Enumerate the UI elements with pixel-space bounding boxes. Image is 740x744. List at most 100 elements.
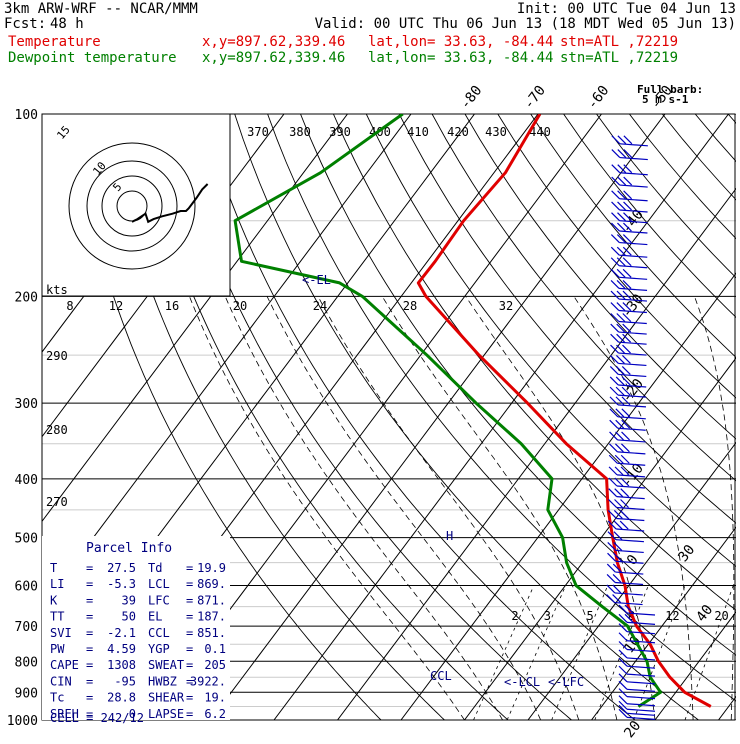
svg-text:=: =	[186, 707, 193, 721]
parcel-value: 1308	[107, 658, 136, 672]
svg-text:=: =	[86, 593, 93, 607]
dry-adiabat	[301, 114, 740, 720]
svg-text:=: =	[86, 561, 93, 575]
theta-label: 370	[247, 125, 269, 139]
svg-text:=: =	[186, 626, 193, 640]
speed-label: 12	[109, 299, 123, 313]
dry-adiabat	[333, 114, 740, 720]
theta-label: 380	[289, 125, 311, 139]
mixing-ratio-label: 12	[665, 609, 679, 623]
pressure-tick-label: 500	[15, 532, 38, 547]
wind-barb	[607, 595, 643, 605]
wind-barb	[610, 409, 646, 419]
speed-label: 20	[233, 299, 247, 313]
isotherm-label: -80	[457, 83, 485, 113]
model-title: 3km ARW-WRF -- NCAR/MMM	[4, 1, 198, 17]
wind-barb	[612, 202, 648, 212]
isotherm-label: -20	[619, 376, 647, 406]
forecast-label: Fcst:	[4, 16, 46, 32]
isotherm-line	[401, 114, 740, 720]
wind-barb	[607, 574, 643, 584]
el-label: <-EL	[302, 273, 331, 287]
parcel-value: 187.	[197, 610, 226, 624]
isotherm-label: 20	[621, 718, 644, 740]
isotherm-label: -30	[619, 291, 647, 321]
mixing-ratio-line	[507, 586, 566, 720]
svg-text:=: =	[86, 691, 93, 705]
svg-text:=: =	[86, 626, 93, 640]
isotherm-label: 30	[675, 542, 698, 565]
parcel-key: SWEAT	[148, 658, 184, 672]
dry-adiabat	[399, 114, 740, 720]
parcel-value: 39	[122, 593, 136, 607]
lfc-label: <-LFC	[548, 675, 584, 689]
parcel-value: 4.59	[107, 642, 136, 656]
parcel-value: 6.2	[204, 707, 226, 721]
wind-barb	[611, 258, 647, 268]
parcel-value: 871.	[197, 593, 226, 607]
pressure-tick-label: 900	[15, 686, 38, 701]
wind-barb	[608, 521, 644, 531]
parcel-key: SHEAR	[148, 691, 185, 705]
valid-time: Valid: 00 UTC Thu 06 Jun 13 (18 MDT Wed …	[315, 16, 736, 32]
moist-adiabat	[267, 296, 541, 720]
wind-barb	[610, 366, 646, 376]
parcel-key: TT	[50, 610, 64, 624]
legend-temperature: Temperature	[8, 34, 101, 50]
svg-text:=: =	[186, 593, 193, 607]
wind-barb	[612, 191, 648, 201]
parcel-key: LAPSE	[148, 707, 184, 721]
svg-text:=: =	[186, 658, 193, 672]
parcel-key: YGP	[148, 642, 170, 656]
parcel-key: LCL	[148, 577, 170, 591]
pressure-tick-label: 600	[15, 580, 38, 595]
wind-barb	[611, 247, 647, 257]
parcel-key: SVI	[50, 626, 72, 640]
parcel-value: 19.	[204, 691, 226, 705]
legend-dewpoint: Dewpoint temperature	[8, 50, 177, 66]
wind-barb	[611, 269, 647, 279]
svg-text:=: =	[86, 610, 93, 624]
parcel-value: 869.	[197, 577, 226, 591]
svg-text:=: =	[86, 674, 93, 688]
parcel-value: 19.9	[197, 561, 226, 575]
dry-adiabat	[728, 114, 740, 720]
dry-adiabat	[662, 114, 740, 720]
lcl-label: <-LCL	[504, 675, 540, 689]
isotherm-label: 40	[693, 602, 716, 625]
mixing-ratio-line	[685, 586, 733, 720]
speed-label: 32	[499, 299, 513, 313]
dry-adiabat	[366, 114, 740, 720]
svg-text:=: =	[186, 561, 193, 575]
parcel-key: PW	[50, 642, 65, 656]
mixing-ratio-label: 20	[714, 609, 728, 623]
mixing-ratio-line	[474, 586, 534, 720]
parcel-key: CCL	[148, 626, 170, 640]
wind-barb	[612, 165, 648, 175]
wind-barb	[609, 489, 645, 499]
wind-barb	[611, 334, 647, 344]
parcel-key: LI	[50, 577, 64, 591]
wind-barb	[611, 280, 647, 290]
theta-label: 270	[46, 495, 68, 509]
pressure-tick-label: 400	[15, 473, 38, 488]
sounding-profiles	[235, 114, 711, 707]
parcel-value: -2.1	[107, 626, 136, 640]
parcel-key: CAPE	[50, 658, 79, 672]
speed-label: 8	[66, 299, 73, 313]
legend-temperature-station: stn=ATL ,72219	[560, 34, 678, 50]
parcel-key: LFC	[148, 593, 170, 607]
svg-text:=: =	[86, 642, 93, 656]
moist-adiabat	[695, 296, 734, 720]
isotherm-line	[274, 114, 729, 720]
speed-label: 16	[165, 299, 179, 313]
parcel-value: 28.8	[107, 691, 136, 705]
mixing-ratio-label: 5	[587, 609, 594, 623]
legend-temperature-xy: x,y=897.62,339.46	[202, 34, 345, 50]
dry-adiabat	[268, 114, 740, 720]
wind-barb	[610, 420, 646, 430]
theta-label: 430	[485, 125, 507, 139]
